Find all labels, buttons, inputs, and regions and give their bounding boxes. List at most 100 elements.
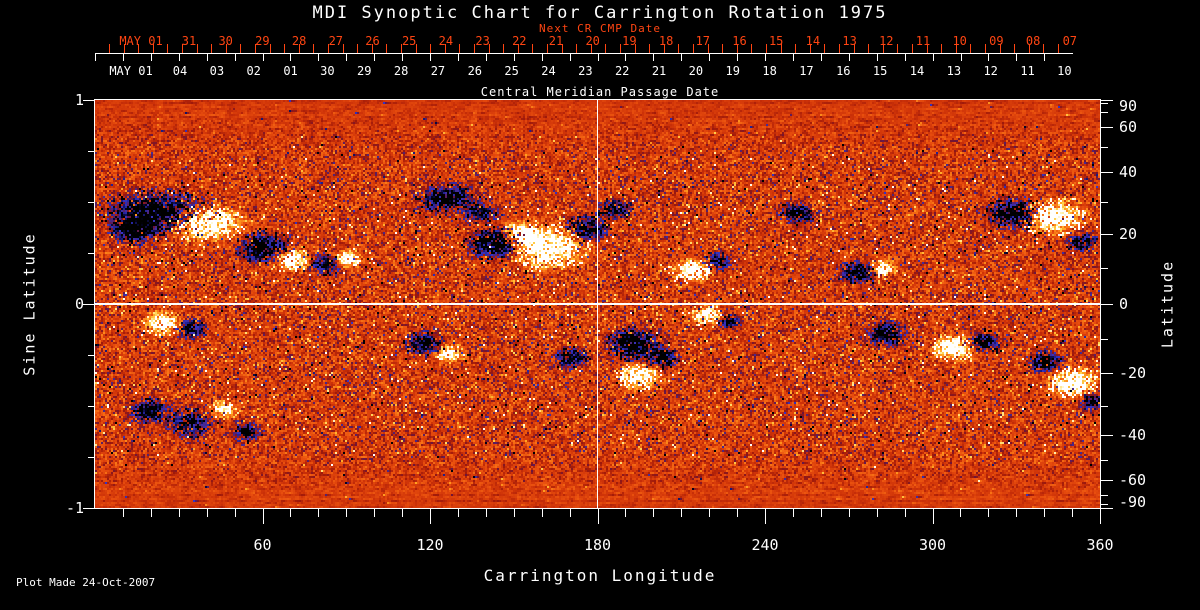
next-cr-tick: [196, 44, 198, 53]
next-cr-tick: [766, 44, 767, 53]
sine-latitude-tick-label: 1: [74, 91, 84, 109]
cmp-day-label: 25: [504, 64, 519, 78]
next-cr-axis-title: Next CR CMP Date: [539, 22, 661, 35]
cmp-tick: [848, 53, 850, 61]
longitude-tick: [122, 509, 124, 517]
cmp-day-label: 11: [1020, 64, 1035, 78]
latitude-tick: [1100, 507, 1113, 509]
cmp-day-label: 20: [688, 64, 704, 78]
next-cr-tick: [386, 44, 388, 53]
next-cr-tick: [707, 44, 709, 53]
latitude-tick-label: 20: [1119, 224, 1138, 243]
longitude-tick: [569, 509, 571, 517]
latitude-tick: [1100, 147, 1108, 149]
longitude-tick: [904, 509, 906, 517]
longitude-tick: [1100, 509, 1101, 524]
latitude-tick: [1100, 303, 1113, 305]
cmp-tick: [234, 53, 236, 61]
next-cr-tick: [284, 44, 286, 53]
sine-latitude-tick: [83, 507, 95, 509]
sine-latitude-tick: [88, 456, 95, 458]
next-cr-tick: [415, 44, 417, 53]
next-cr-tick: [985, 44, 986, 53]
latitude-tick: [1100, 268, 1108, 270]
latitude-tick: [1100, 504, 1108, 506]
cmp-day-label: 18: [762, 64, 777, 78]
longitude-tick-label: 180: [583, 536, 612, 554]
latitude-tick-label: -60: [1119, 471, 1147, 490]
cmp-day-label: 26: [467, 64, 483, 78]
next-cr-day-label: 21: [548, 34, 564, 48]
cmp-day-label: 12: [983, 64, 998, 78]
longitude-tick: [150, 509, 152, 517]
x-axis-title: Carrington Longitude: [483, 566, 717, 585]
longitude-tick: [513, 509, 515, 517]
next-cr-tick: [912, 44, 913, 53]
next-cr-tick: [488, 44, 490, 53]
longitude-tick-label: 240: [751, 536, 779, 554]
cmp-tick: [569, 53, 571, 61]
cmp-tick: [932, 53, 934, 61]
cmp-day-label: 16: [836, 64, 851, 78]
cmp-tick: [737, 53, 739, 61]
next-cr-day-label: 26: [365, 34, 380, 48]
next-cr-day-label: 25: [401, 34, 417, 48]
next-cr-tick: [868, 44, 870, 53]
next-cr-tick: [736, 44, 738, 53]
next-cr-day-label: 17: [695, 34, 711, 48]
cmp-day-label: 19: [725, 64, 740, 78]
cmp-tick: [485, 53, 487, 61]
latitude-tick: [1100, 480, 1113, 482]
latitude-tick: [1100, 201, 1108, 203]
latitude-tick: [1100, 111, 1108, 113]
next-cr-tick: [795, 44, 797, 53]
next-cr-tick: [474, 44, 475, 53]
cmp-tick: [653, 53, 655, 61]
sine-latitude-tick-label: 0: [74, 295, 84, 313]
next-cr-tick: [152, 44, 154, 53]
next-cr-tick: [167, 44, 169, 53]
next-cr-tick: [941, 44, 943, 53]
next-cr-tick: [532, 44, 534, 53]
cmp-day-label: 03: [209, 64, 225, 78]
cmp-tick: [765, 53, 767, 61]
next-cr-day-label: 22: [512, 34, 527, 48]
cmp-day-label: 30: [320, 64, 335, 78]
longitude-tick: [988, 509, 990, 517]
cmp-day-label: 10: [1057, 64, 1072, 78]
next-cr-day-label: 10: [952, 34, 967, 48]
next-cr-day-label: 24: [438, 34, 454, 48]
sine-latitude-tick: [83, 99, 95, 101]
next-cr-tick: [123, 44, 125, 53]
latitude-tick: [1100, 459, 1108, 461]
cmp-day-label: 15: [872, 64, 888, 78]
next-cr-tick: [809, 44, 811, 53]
sine-latitude-tick-label: -1: [65, 499, 84, 517]
longitude-tick: [318, 509, 320, 517]
longitude-tick: [848, 509, 850, 517]
longitude-tick: [178, 509, 180, 517]
cmp-tick: [876, 53, 878, 61]
next-cr-tick: [620, 44, 621, 53]
next-cr-tick: [517, 44, 519, 53]
latitude-tick: [1100, 405, 1108, 407]
next-cr-day-label: 07: [1062, 34, 1078, 48]
next-cr-tick: [780, 44, 782, 53]
next-cr-tick: [576, 44, 578, 53]
next-cr-tick: [1043, 44, 1045, 53]
next-cr-tick: [547, 44, 548, 53]
cmp-tick: [430, 53, 432, 61]
next-cr-tick: [751, 44, 753, 53]
next-cr-day-label: 16: [732, 34, 747, 48]
cmp-day-label: 24: [541, 64, 556, 78]
cmp-day-label: 28: [393, 64, 409, 78]
cmp-tick: [820, 53, 822, 61]
next-cr-tick: [138, 44, 140, 53]
cmp-day-label: 29: [357, 64, 372, 78]
cmp-tick: [95, 53, 96, 61]
cmp-tick: [457, 53, 459, 61]
longitude-tick: [402, 509, 404, 517]
next-cr-tick: [926, 44, 928, 53]
next-cr-tick: [955, 44, 957, 53]
next-cr-tick: [1014, 44, 1016, 53]
